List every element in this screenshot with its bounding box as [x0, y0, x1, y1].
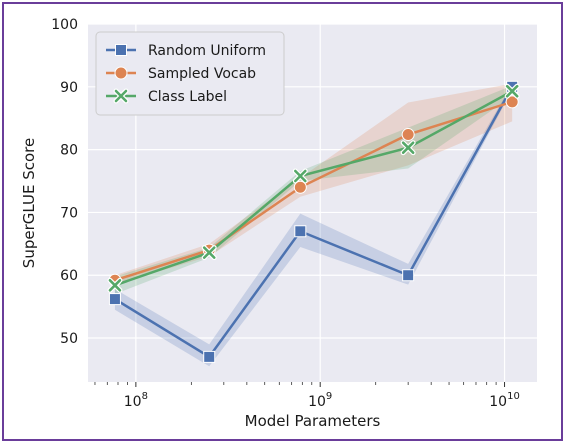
legend-box — [95, 31, 285, 116]
legend-random-uniform-label: Random Uniform — [148, 43, 266, 59]
grid-lines — [88, 23, 537, 387]
class-label-point — [108, 278, 122, 292]
random-uniform-point — [402, 269, 415, 282]
sampled-vocab-point — [505, 95, 519, 109]
class-label-point — [294, 169, 307, 183]
y-tick-labels: 50 60 70 80 90 100 — [51, 17, 78, 347]
x-tick-label: 1010 — [489, 391, 520, 410]
x-tick-label: 109 — [308, 391, 332, 410]
y-axis-title: SuperGLUE Score — [20, 138, 38, 268]
y-tick-label: 90 — [60, 80, 78, 96]
legend-class-label-marker — [114, 89, 128, 103]
legend: Random Uniform Sampled Vocab Class Label — [95, 31, 285, 116]
random-uniform-point — [203, 350, 216, 363]
y-tick-label: 60 — [60, 268, 78, 284]
class-label-point — [401, 141, 415, 155]
x-tick-labels: 108 109 1010 — [124, 391, 520, 410]
y-tick-label: 100 — [51, 17, 78, 33]
y-tick-label: 70 — [60, 205, 78, 221]
random-uniform-band — [114, 83, 513, 367]
legend-sampled-vocab-label: Sampled Vocab — [148, 66, 256, 82]
class-label-point — [202, 246, 216, 259]
sampled-vocab-point — [401, 128, 415, 142]
sampled-vocab-point — [293, 180, 307, 194]
legend-class-label-label: Class Label — [148, 89, 227, 105]
x-tick-label: 108 — [124, 391, 148, 410]
x-axis-title: Model Parameters — [245, 412, 381, 430]
y-tick-label: 50 — [60, 331, 78, 347]
class-label-point — [505, 84, 519, 98]
random-uniform-point — [108, 293, 121, 306]
legend-random-uniform-marker — [115, 44, 127, 56]
legend-sampled-vocab-marker — [114, 66, 128, 80]
random-uniform-point — [294, 225, 307, 238]
figure-frame: 50 60 70 80 90 100 108 109 1010 Model Parameter… — [2, 2, 563, 441]
superglue-line-chart: 50 60 70 80 90 100 108 109 1010 Model Parameter… — [20, 17, 537, 430]
y-tick-label: 80 — [60, 143, 78, 159]
series-markers — [107, 80, 520, 363]
